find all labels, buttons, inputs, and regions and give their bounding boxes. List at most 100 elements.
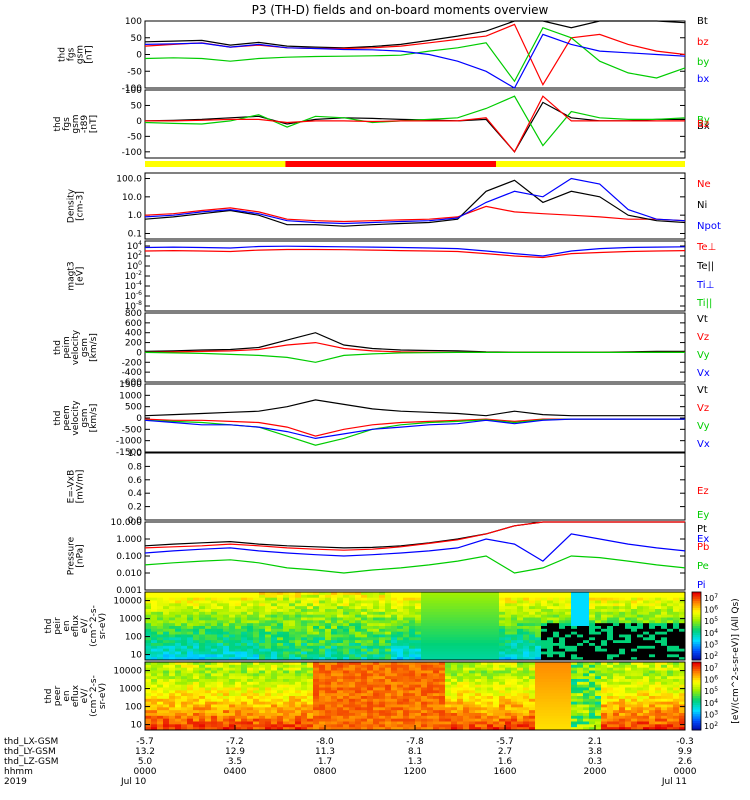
heatmap-cell — [403, 603, 410, 607]
heatmap-cell — [631, 667, 638, 671]
heatmap-cell — [439, 628, 446, 633]
heatmap-cell — [487, 594, 494, 599]
heatmap-cell — [283, 648, 290, 652]
heatmap-cell — [361, 707, 368, 711]
heatmap-cell — [655, 645, 662, 650]
heatmap-cell — [655, 727, 662, 731]
heatmap-cell — [649, 617, 656, 621]
heatmap-cell — [673, 592, 680, 596]
heatmap-cell — [295, 640, 302, 644]
heatmap-cell — [523, 704, 530, 708]
heatmap-cell — [235, 623, 242, 627]
heatmap-cell — [367, 715, 374, 720]
heatmap-cell — [151, 673, 158, 677]
heatmap-cell — [307, 597, 314, 601]
heatmap-cell — [205, 623, 212, 627]
series-line-Vy — [144, 418, 685, 446]
heatmap-cell — [169, 718, 176, 722]
x-tick-label: 3.8 — [588, 747, 603, 757]
heatmap-cell — [433, 696, 440, 700]
heatmap-cell — [433, 654, 440, 658]
heatmap-cell — [553, 727, 560, 731]
heatmap-cell — [679, 620, 686, 624]
heatmap-cell — [295, 651, 302, 655]
heatmap-cell — [325, 693, 332, 697]
heatmap-cell — [577, 707, 584, 711]
heatmap-cell — [175, 718, 182, 722]
heatmap-cell — [379, 679, 386, 683]
heatmap-cell — [583, 676, 590, 680]
heatmap-cell — [433, 690, 440, 694]
heatmap-cell — [463, 617, 470, 621]
heatmap-cell — [259, 698, 266, 703]
heatmap-cell — [469, 724, 476, 728]
heatmap-cell — [361, 640, 368, 644]
heatmap-cell — [283, 715, 290, 720]
heatmap-cell — [313, 628, 320, 633]
heatmap-cell — [451, 626, 458, 630]
heatmap-cell — [397, 597, 404, 601]
heatmap-cell — [289, 592, 296, 596]
heatmap-cell — [559, 681, 566, 686]
heatmap-cell — [619, 623, 626, 627]
heatmap-cell — [571, 667, 578, 671]
heatmap-cell — [469, 597, 476, 601]
heatmap-cell — [577, 718, 584, 722]
heatmap-cell — [589, 690, 596, 694]
heatmap-cell — [169, 643, 176, 647]
heatmap-cell — [511, 696, 518, 700]
heatmap-cell — [565, 701, 572, 705]
heatmap-cell — [667, 681, 674, 686]
heatmap-cell — [535, 657, 542, 661]
heatmap-cell — [481, 592, 488, 596]
heatmap-cell — [373, 673, 380, 677]
heatmap-cell — [307, 654, 314, 658]
heatmap-cell — [427, 676, 434, 680]
heatmap-cell — [601, 667, 608, 671]
heatmap-cell — [565, 645, 572, 650]
heatmap-cell — [157, 648, 164, 652]
heatmap-cell — [229, 611, 236, 616]
heatmap-cell — [265, 718, 272, 722]
heatmap-cell — [145, 631, 152, 635]
heatmap-cell — [181, 657, 188, 661]
heatmap-cell — [247, 673, 254, 677]
heatmap-cell — [577, 637, 584, 641]
heatmap-cell — [679, 684, 686, 688]
heatmap-cell — [451, 648, 458, 652]
heatmap-cell — [247, 628, 254, 633]
heatmap-cell — [439, 600, 446, 604]
heatmap-cell — [205, 611, 212, 616]
heatmap-cell — [247, 727, 254, 731]
heatmap-cell — [265, 654, 272, 658]
heatmap-cell — [337, 657, 344, 661]
heatmap-cell — [199, 617, 206, 621]
heatmap-cell — [655, 670, 662, 674]
heatmap-cell — [529, 662, 536, 666]
heatmap-cell — [493, 727, 500, 731]
heatmap-cell — [559, 631, 566, 635]
heatmap-cell — [403, 704, 410, 708]
heatmap-cell — [151, 620, 158, 624]
heatmap-cell — [145, 606, 152, 610]
heatmap-cell — [577, 721, 584, 725]
heatmap-cell — [241, 609, 248, 613]
heatmap-cell — [409, 673, 416, 677]
heatmap-cell — [277, 676, 284, 680]
heatmap-cell — [553, 606, 560, 610]
heatmap-cell — [571, 704, 578, 708]
heatmap-cell — [451, 600, 458, 604]
heatmap-cell — [331, 664, 338, 669]
heatmap-cell — [439, 684, 446, 688]
heatmap-cell — [331, 667, 338, 671]
heatmap-cell — [403, 715, 410, 720]
colorbar-step — [692, 686, 701, 690]
heatmap-cell — [445, 631, 452, 635]
heatmap-cell — [307, 617, 314, 621]
y-tick-label: 0.100 — [116, 552, 142, 562]
heatmap-cell — [505, 592, 512, 596]
heatmap-cell — [367, 654, 374, 658]
heatmap-cell — [559, 648, 566, 652]
heatmap-cell — [607, 721, 614, 725]
heatmap-cell — [529, 724, 536, 728]
